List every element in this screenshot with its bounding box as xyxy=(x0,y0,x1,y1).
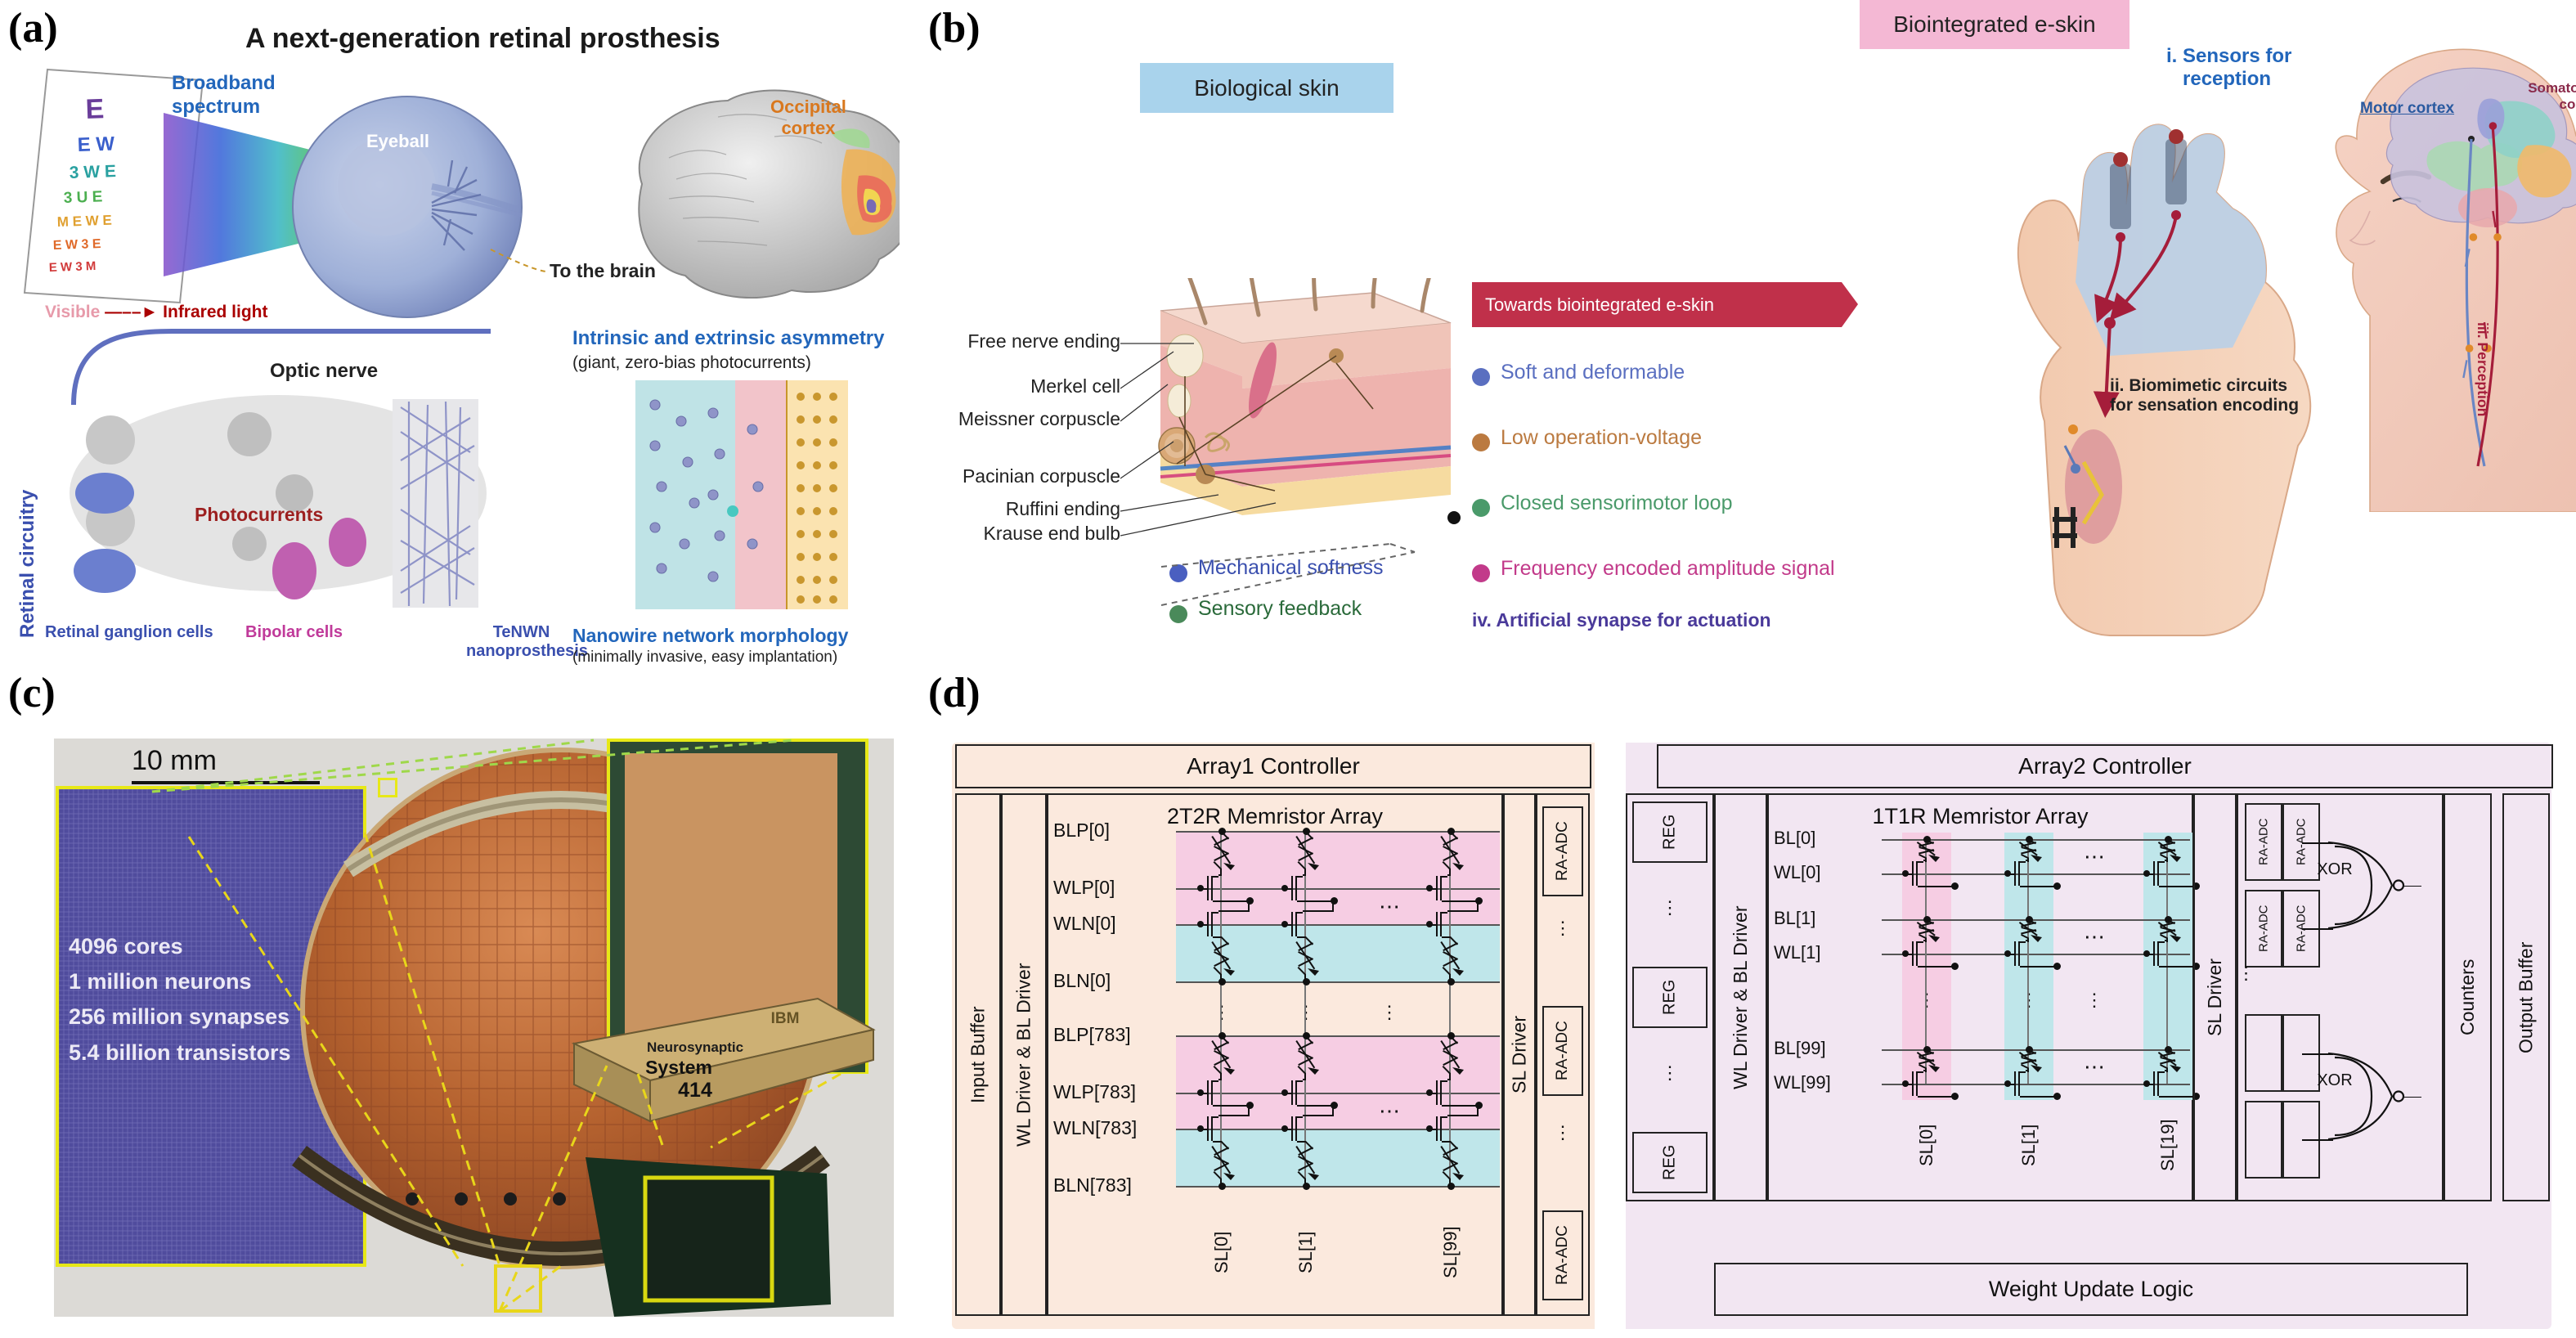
svg-text:System: System xyxy=(645,1057,712,1078)
svg-text:Neurosynaptic: Neurosynaptic xyxy=(647,1039,743,1055)
svg-text:3 U E: 3 U E xyxy=(63,188,102,207)
svg-text:Eyeball: Eyeball xyxy=(366,131,429,151)
svg-text:414: 414 xyxy=(678,1079,712,1102)
svg-text:M E W E: M E W E xyxy=(56,213,112,230)
svg-text:E: E xyxy=(85,93,105,125)
svg-text:E W 3 M: E W 3 M xyxy=(49,259,96,275)
svg-text:E W: E W xyxy=(77,132,115,156)
svg-text:iii. Perception: iii. Perception xyxy=(2475,322,2491,416)
svg-text:E W 3 E: E W 3 E xyxy=(53,237,102,253)
svg-text:3 W E: 3 W E xyxy=(69,162,116,182)
svg-text:IBM: IBM xyxy=(771,1010,800,1027)
